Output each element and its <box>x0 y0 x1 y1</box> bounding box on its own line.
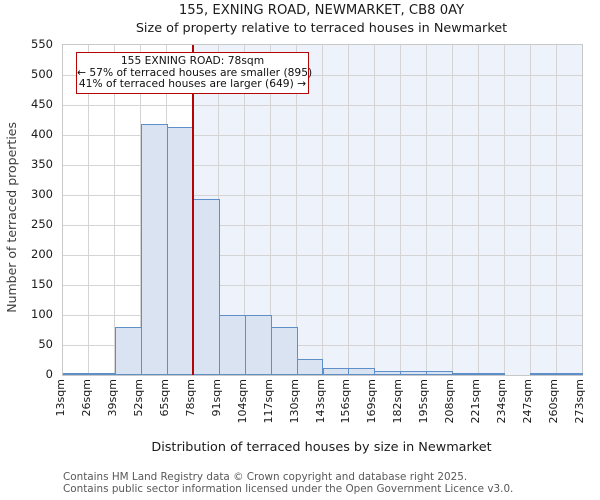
gridline-vertical <box>88 45 90 375</box>
histogram-bar <box>114 327 142 375</box>
y-tick-label: 500 <box>31 67 53 81</box>
footer-attribution-1: Contains HM Land Registry data © Crown c… <box>63 471 468 483</box>
x-tick-label: 169sqm <box>365 379 379 424</box>
histogram-bar <box>270 327 298 375</box>
histogram-bar <box>88 373 116 375</box>
y-tick-label: 100 <box>31 307 53 321</box>
gridline-vertical <box>114 45 116 375</box>
x-tick-label: 65sqm <box>157 379 171 417</box>
gridline-vertical <box>451 45 453 375</box>
histogram-bar <box>218 315 246 375</box>
gridline-vertical <box>270 45 272 375</box>
x-tick-label: 13sqm <box>54 379 67 417</box>
plot-area: 155 EXNING ROAD: 78sqm ← 57% of terraced… <box>62 44 583 376</box>
histogram-bar <box>556 373 583 375</box>
chart-title: 155, EXNING ROAD, NEWMARKET, CB8 0AY <box>178 3 465 18</box>
gridline-vertical <box>399 45 401 375</box>
x-tick-label: 39sqm <box>105 379 119 417</box>
histogram-bar <box>478 373 506 375</box>
annotation-line-3: 41% of terraced houses are larger (649) … <box>78 77 307 91</box>
histogram-bar <box>322 367 350 375</box>
histogram-bar <box>426 371 454 375</box>
histogram-bar <box>530 373 558 375</box>
x-tick-label: 195sqm <box>417 379 431 424</box>
y-tick-label: 300 <box>31 187 53 201</box>
histogram-bar <box>400 371 428 375</box>
gridline-vertical <box>529 45 531 375</box>
property-size-marker-line <box>191 45 194 375</box>
gridline-vertical <box>477 45 479 375</box>
x-tick-label: 247sqm <box>521 379 535 424</box>
x-tick-label: 221sqm <box>469 379 483 424</box>
x-tick-label: 234sqm <box>495 379 509 424</box>
histogram-bar <box>452 373 480 375</box>
x-tick-label: 91sqm <box>209 379 223 417</box>
y-tick-label: 200 <box>31 247 53 261</box>
gridline-vertical <box>347 45 349 375</box>
gridline-vertical <box>244 45 246 375</box>
histogram-bar <box>140 124 168 375</box>
annotation-line-2: ← 57% of terraced houses are smaller (89… <box>77 65 313 79</box>
histogram-bar <box>192 199 220 375</box>
gridline-vertical <box>322 45 323 375</box>
x-tick-label: 273sqm <box>573 379 586 424</box>
y-tick-label: 550 <box>31 37 53 51</box>
x-axis-label: Distribution of terraced houses by size … <box>151 440 492 455</box>
footer-attribution-2: Contains public sector information licen… <box>63 483 514 495</box>
y-tick-label: 0 <box>45 367 53 381</box>
x-tick-label: 52sqm <box>131 379 145 417</box>
gridline-vertical <box>425 45 427 375</box>
gridline-vertical <box>296 45 298 375</box>
x-tick-label: 117sqm <box>261 379 275 424</box>
x-tick-label: 130sqm <box>287 379 301 424</box>
histogram-bar <box>348 367 376 375</box>
x-tick-label: 104sqm <box>235 379 249 424</box>
x-tick-label: 78sqm <box>183 379 197 417</box>
y-tick-label: 150 <box>31 277 53 291</box>
y-tick-label: 400 <box>31 127 53 141</box>
property-annotation-box: 155 EXNING ROAD: 78sqm ← 57% of terraced… <box>76 52 313 94</box>
histogram-bar <box>63 373 90 375</box>
y-tick-label: 50 <box>38 337 53 351</box>
x-tick-label: 156sqm <box>339 379 353 424</box>
x-tick-label: 26sqm <box>79 379 93 417</box>
histogram-bar <box>244 315 272 375</box>
histogram-bar <box>166 126 194 375</box>
y-tick-label: 350 <box>31 157 53 171</box>
gridline-vertical <box>555 45 557 375</box>
histogram-bar <box>374 371 402 375</box>
x-tick-label: 182sqm <box>391 379 405 424</box>
y-tick-label: 250 <box>31 217 53 231</box>
annotation-line-1: 155 EXNING ROAD: 78sqm <box>120 54 265 67</box>
x-tick-label: 208sqm <box>443 379 457 424</box>
gridline-vertical <box>503 45 505 375</box>
chart-subtitle: Size of property relative to terraced ho… <box>135 21 508 36</box>
gridline-vertical <box>373 45 375 375</box>
x-tick-label: 260sqm <box>547 379 561 424</box>
y-tick-label: 450 <box>31 97 53 111</box>
x-tick-label: 143sqm <box>313 379 327 424</box>
histogram-bar <box>296 358 324 375</box>
